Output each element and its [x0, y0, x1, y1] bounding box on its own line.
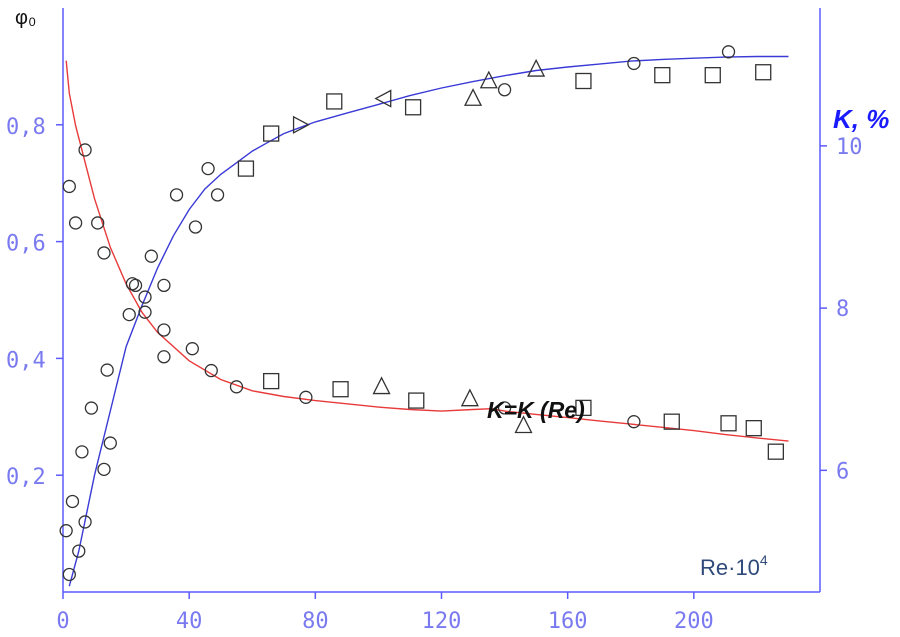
x-tick-label: 40	[176, 609, 203, 634]
data-point-circle	[103, 436, 117, 450]
data-point-square	[663, 413, 680, 430]
curve-annotation: K=K (Re)	[487, 397, 585, 423]
x-axis-label-exponent: 4	[760, 552, 768, 568]
data-point-circle	[627, 56, 641, 71]
right-y-tick-label: 8	[836, 297, 849, 322]
data-point-circle	[75, 445, 89, 459]
data-point-square	[575, 72, 592, 90]
data-point-circle	[62, 179, 76, 194]
data-point-circle	[497, 83, 512, 97]
data-point-circle	[97, 462, 111, 477]
data-point-square	[755, 64, 772, 81]
left-y-tick-label: 0,2	[6, 465, 46, 490]
data-point-triangle	[463, 88, 483, 106]
data-point-circle	[122, 307, 136, 322]
x-tick-label: 80	[302, 609, 329, 634]
data-point-square	[720, 415, 737, 432]
data-point-square	[767, 443, 784, 460]
data-point-circle	[65, 494, 80, 509]
data-point-circle	[59, 524, 73, 538]
data-point-square	[704, 67, 721, 84]
data-point-circle	[497, 401, 512, 415]
right-y-axis-label: K, %	[833, 104, 889, 134]
data-point-tri-right	[292, 115, 310, 134]
axes	[62, 8, 821, 593]
data-point-circle	[100, 363, 114, 377]
data-point-circle	[68, 216, 83, 230]
data-point-circle	[78, 515, 92, 529]
data-point-circle	[188, 220, 203, 234]
data-point-square	[654, 67, 671, 84]
data-point-triangle	[479, 70, 498, 89]
markers	[59, 45, 784, 582]
data-point-circle	[72, 544, 86, 558]
data-point-circle	[91, 216, 105, 230]
data-point-circle	[62, 567, 76, 582]
data-point-circle	[78, 143, 92, 157]
left-y-axis-label: φ₀	[15, 7, 36, 29]
x-axis-label: Re·104	[700, 552, 768, 580]
data-point-circle	[125, 277, 140, 291]
k-curve-line	[65, 60, 789, 442]
data-point-circle	[84, 401, 99, 415]
data-point-square	[332, 381, 349, 398]
data-point-tri-left	[374, 89, 392, 108]
data-point-triangle	[372, 376, 391, 395]
data-point-circle	[210, 188, 225, 202]
data-point-circle	[144, 249, 158, 263]
data-point-square	[404, 99, 422, 116]
x-tick-label: 160	[548, 609, 588, 634]
phi0-curve-line	[68, 55, 789, 587]
data-point-circle	[721, 45, 736, 59]
data-point-circle	[185, 342, 199, 356]
data-point-circle	[138, 305, 152, 319]
x-tick-label: 0	[56, 609, 69, 634]
data-point-circle	[299, 390, 313, 404]
data-point-triangle	[514, 415, 533, 434]
data-point-square	[263, 125, 280, 142]
data-point-square	[237, 160, 255, 177]
data-point-circle	[157, 350, 171, 364]
curves	[65, 55, 789, 587]
data-point-circle	[229, 380, 244, 394]
x-axis-label-base: Re·10	[700, 555, 760, 580]
data-point-circle	[97, 246, 111, 260]
x-tick-label: 200	[674, 609, 714, 634]
x-tick-label: 120	[422, 609, 462, 634]
data-point-square	[326, 93, 343, 110]
left-y-tick-label: 0,6	[6, 232, 46, 257]
right-y-tick-label: 10	[836, 135, 863, 160]
data-point-circle	[157, 323, 171, 337]
data-point-square	[575, 399, 592, 417]
data-point-square	[745, 420, 762, 437]
data-point-circle	[157, 278, 171, 293]
ticks: 0 40 80 120 160 200 0,2 0,4 0,6 0,8 6 8 10	[6, 115, 863, 634]
data-point-triangle	[527, 58, 546, 77]
data-point-circle	[201, 161, 215, 176]
left-y-tick-label: 0,8	[6, 115, 46, 140]
data-point-circle	[204, 363, 218, 378]
data-point-circle	[627, 415, 641, 429]
data-point-triangle	[460, 388, 479, 407]
data-point-circle	[169, 188, 184, 202]
left-y-tick-label: 0,4	[6, 348, 46, 373]
data-point-square	[408, 392, 425, 409]
data-point-square	[263, 372, 280, 390]
right-y-tick-label: 6	[836, 459, 849, 484]
data-point-circle	[138, 290, 152, 304]
